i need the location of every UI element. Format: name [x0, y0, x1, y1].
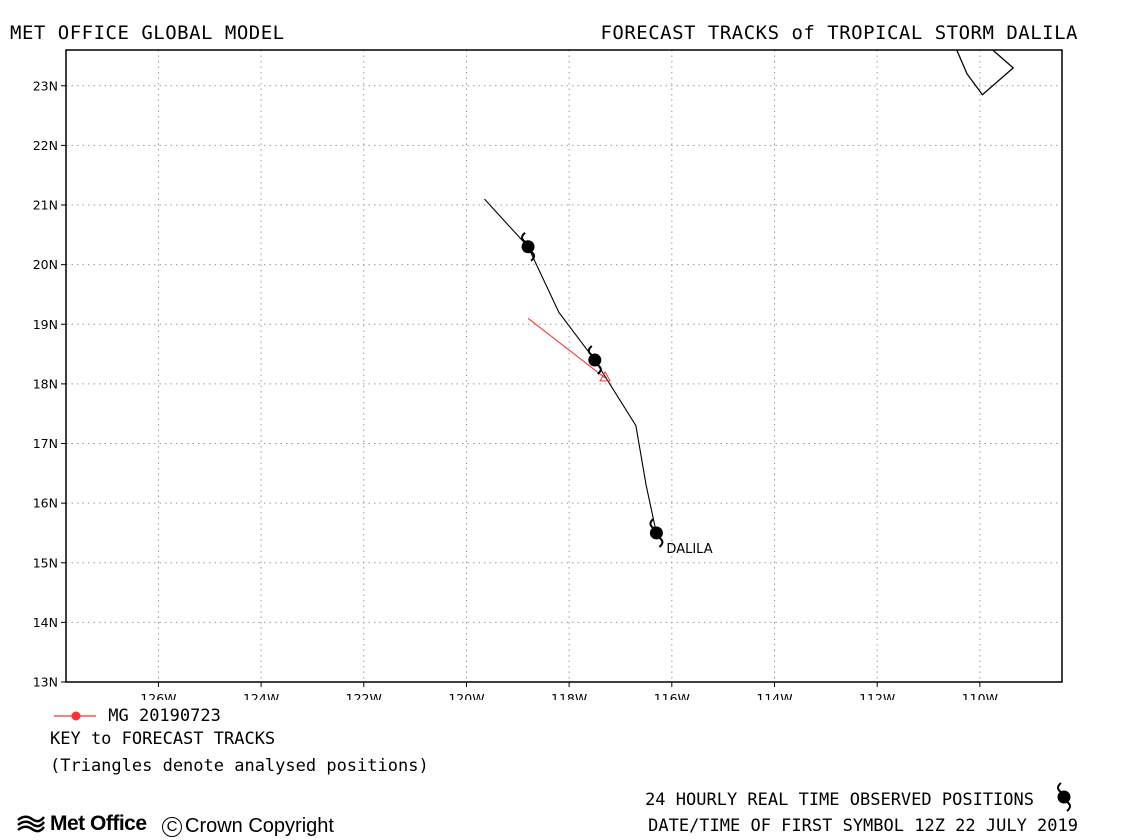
grid-lines — [66, 50, 1062, 682]
coastline — [956, 49, 1015, 96]
hurricane-symbol-icon — [587, 345, 602, 375]
lat-tick-label: 15N — [33, 555, 58, 570]
hurricane-symbol-core — [588, 353, 602, 367]
forecast-track-line — [527, 317, 606, 379]
lat-tick-label: 19N — [33, 317, 58, 332]
hurricane-symbol-arm — [658, 537, 664, 548]
hurricane-symbol-core — [521, 240, 535, 254]
lat-tick-label: 13N — [33, 675, 58, 690]
lon-tick-label: 116W — [654, 691, 690, 700]
key-title: KEY to FORECAST TRACKS — [50, 729, 276, 749]
axis-ticks: 126W 124W 122W 120W 118W 116W 114W 112W 110W 13N 1… — [33, 78, 998, 700]
hurricane-symbol-arm — [521, 231, 526, 243]
hurricane-symbol-arm — [597, 364, 602, 375]
legend-label: MG 20190723 — [108, 706, 221, 726]
lat-tick-label: 23N — [33, 78, 58, 93]
hurricane-symbol-icon — [1057, 782, 1071, 812]
lon-tick-label: 112W — [859, 691, 895, 700]
hurricane-symbol-core — [649, 526, 663, 540]
key-note: (Triangles denote analysed positions) — [50, 756, 429, 776]
lat-tick-label: 21N — [33, 198, 58, 213]
map-frame — [65, 49, 1063, 683]
legend-swatch-icon — [54, 711, 96, 721]
lat-tick-label: 17N — [33, 436, 58, 451]
lat-tick-label: 18N — [33, 376, 58, 391]
copyright-notice: C Crown Copyright — [162, 815, 334, 838]
right-title: FORECAST TRACKS of TROPICAL STORM DALILA — [600, 22, 1078, 44]
left-title: MET OFFICE GLOBAL MODEL — [10, 22, 285, 44]
met-office-logo: Met Office — [16, 812, 147, 836]
hurricane-symbol-arm — [587, 345, 593, 356]
hurricane-symbol-arm — [530, 250, 536, 262]
observed-positions-label: 24 HOURLY REAL TIME OBSERVED POSITIONS — [645, 790, 1034, 810]
copyright-icon: C — [162, 816, 182, 837]
copyright-text: Crown Copyright — [185, 815, 334, 837]
lon-tick-label: 124W — [243, 691, 279, 700]
track-layer — [484, 198, 657, 534]
met-office-waves-icon — [17, 815, 45, 833]
lon-tick-label: 118W — [551, 691, 587, 700]
forecast-track-map: 126W 124W 122W 120W 118W 116W 114W 112W 110W 13N 1… — [33, 49, 1063, 700]
lon-tick-label: 126W — [140, 691, 176, 700]
lon-tick-label: 120W — [448, 691, 484, 700]
hurricane-symbol-icon — [521, 231, 536, 262]
observed-track-line — [484, 198, 657, 534]
hurricane-symbol-icon — [649, 518, 664, 548]
baja-coastline — [956, 49, 1015, 96]
forecast-legend-entry: MG 20190723 — [52, 706, 221, 726]
lon-tick-label: 110W — [962, 691, 998, 700]
lon-tick-label: 114W — [756, 691, 792, 700]
logo-text: Met Office — [50, 812, 147, 835]
symbol-layer — [521, 231, 664, 548]
storm-label: DALILA — [666, 542, 712, 557]
analysed-position-triangle — [599, 370, 611, 382]
lat-tick-label: 20N — [33, 257, 58, 272]
lat-tick-label: 22N — [33, 138, 58, 153]
first-symbol-date-label: DATE/TIME OF FIRST SYMBOL 12Z 22 JULY 20… — [648, 816, 1078, 836]
lat-tick-label: 16N — [33, 496, 58, 511]
lat-tick-label: 14N — [33, 615, 58, 630]
hurricane-symbol-arm — [649, 518, 655, 529]
lon-tick-label: 122W — [346, 691, 382, 700]
